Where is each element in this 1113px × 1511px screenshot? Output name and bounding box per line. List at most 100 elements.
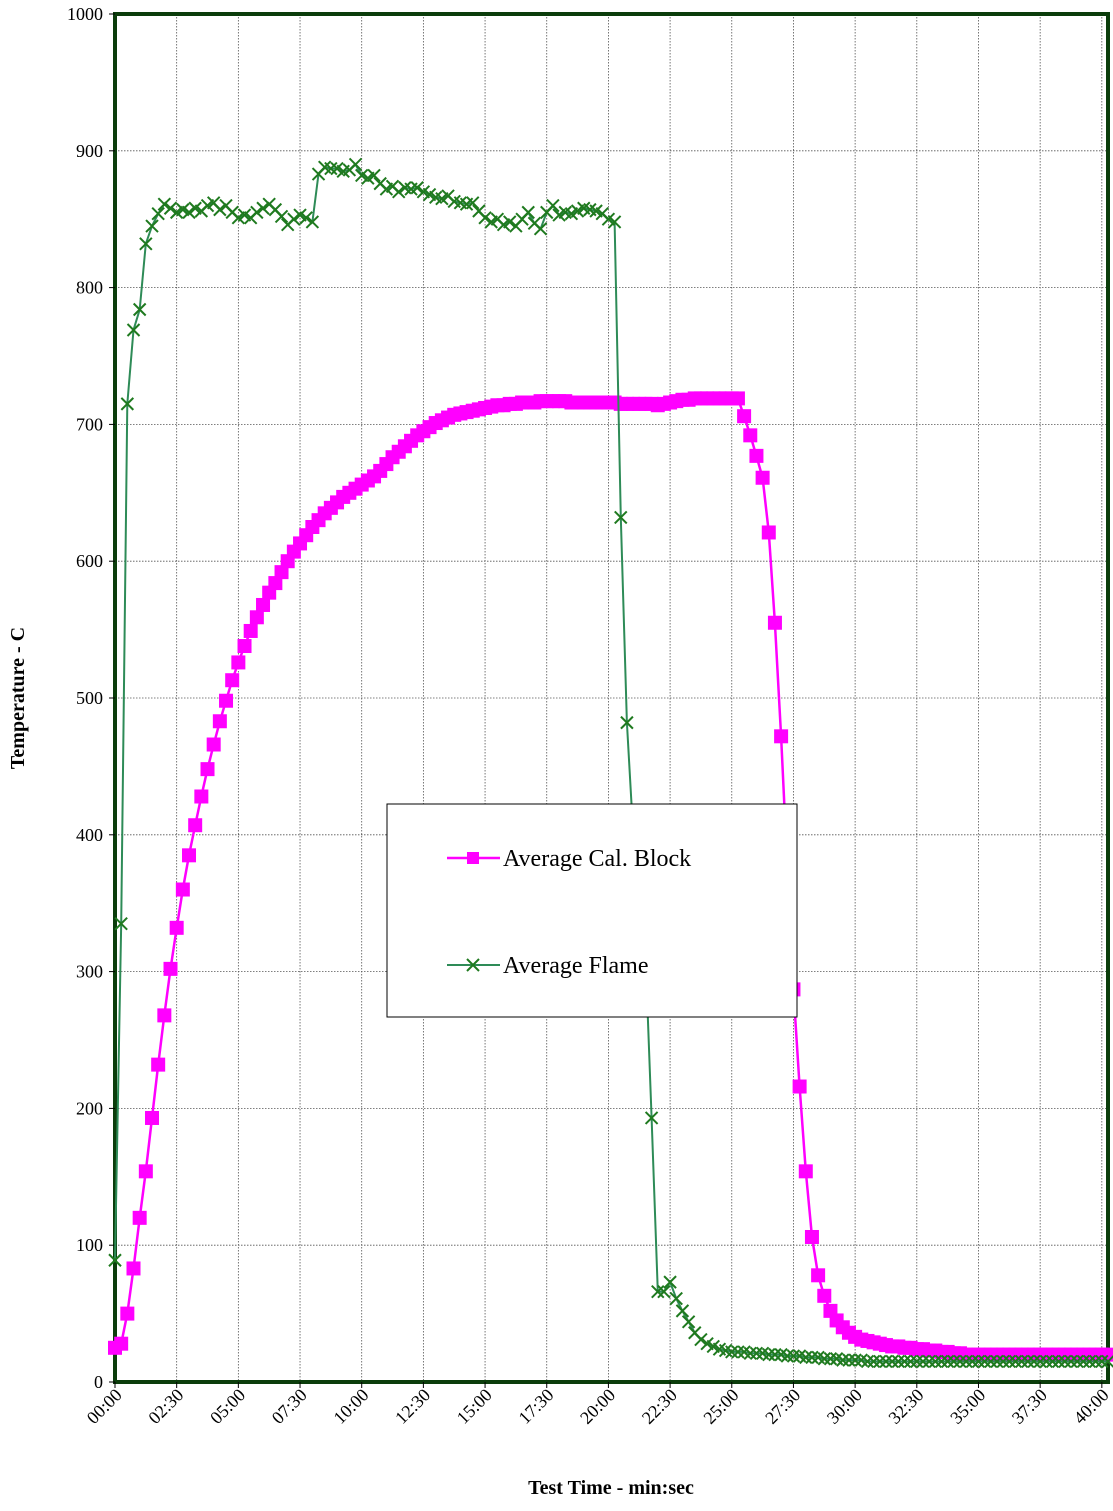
legend-marker-cal-block xyxy=(467,852,479,864)
data-point-square xyxy=(817,1288,832,1303)
data-point-x xyxy=(274,209,289,224)
y-tick-label: 200 xyxy=(76,1098,103,1118)
data-point-x xyxy=(607,215,622,229)
data-point-x xyxy=(799,1350,813,1365)
data-point-x xyxy=(139,237,153,251)
data-point-x xyxy=(681,1315,696,1329)
data-point-x xyxy=(478,211,492,225)
data-point-x xyxy=(126,323,141,337)
data-point-x xyxy=(521,205,535,220)
data-point-x xyxy=(947,1354,961,1369)
x-tick-label: 22:30 xyxy=(638,1385,681,1428)
x-tick-label: 05:00 xyxy=(206,1385,249,1428)
data-point-square xyxy=(792,1079,807,1094)
data-point-square xyxy=(256,597,271,612)
grid-lines xyxy=(115,14,1108,1382)
x-tick-label: 12:30 xyxy=(391,1385,434,1428)
data-point-x xyxy=(959,1354,973,1369)
data-point-x xyxy=(546,198,560,213)
x-tick-label: 25:00 xyxy=(699,1385,742,1428)
data-point-x xyxy=(1002,1354,1017,1369)
data-point-x xyxy=(910,1354,924,1369)
data-point-x xyxy=(1064,1354,1078,1369)
series-layer xyxy=(108,157,1113,1369)
data-point-x xyxy=(1027,1354,1041,1369)
data-point-square xyxy=(274,565,289,580)
data-point-x xyxy=(762,1347,776,1362)
data-point-x xyxy=(823,1352,838,1366)
x-tick-label: 40:00 xyxy=(1070,1385,1113,1428)
data-point-x xyxy=(1082,1354,1097,1369)
data-point-square xyxy=(138,1164,153,1179)
data-point-x xyxy=(1008,1354,1023,1369)
data-point-square xyxy=(811,1268,826,1283)
x-tick-label: 07:30 xyxy=(268,1385,311,1428)
legend-box xyxy=(386,803,798,1018)
data-point-x xyxy=(903,1354,918,1369)
data-point-x xyxy=(780,1349,794,1363)
data-point-x xyxy=(977,1354,992,1369)
data-point-x xyxy=(620,715,634,730)
data-point-x xyxy=(1021,1354,1035,1369)
data-point-x xyxy=(157,197,172,211)
data-point-x xyxy=(213,202,227,217)
y-axis-title: Temperature - C xyxy=(7,627,29,769)
data-point-x xyxy=(182,205,196,220)
y-tick-label: 100 xyxy=(76,1235,103,1255)
data-point-square xyxy=(268,576,283,591)
data-point-x xyxy=(1058,1354,1072,1369)
data-point-x xyxy=(108,1253,122,1267)
data-point-x xyxy=(940,1354,955,1369)
data-point-x xyxy=(897,1354,912,1369)
data-point-x xyxy=(731,1345,745,1359)
data-point-x xyxy=(786,1349,801,1363)
data-point-x xyxy=(1039,1354,1054,1369)
data-point-x xyxy=(305,215,320,229)
data-point-x xyxy=(922,1354,936,1369)
data-point-square xyxy=(212,714,227,729)
data-point-x xyxy=(614,510,628,525)
data-point-x xyxy=(842,1353,856,1367)
data-point-square xyxy=(163,961,178,976)
series-line xyxy=(114,162,1108,1363)
data-point-x xyxy=(1045,1354,1060,1369)
data-point-x xyxy=(694,1332,708,1347)
x-tick-label: 37:30 xyxy=(1008,1385,1051,1428)
data-point-x xyxy=(1014,1354,1029,1369)
data-point-x xyxy=(879,1354,893,1369)
data-point-x xyxy=(1088,1354,1103,1369)
data-point-square xyxy=(761,525,776,540)
data-point-x xyxy=(1051,1354,1066,1369)
data-point-x xyxy=(743,1346,757,1360)
x-axis-title: Test Time - min:sec xyxy=(528,1477,694,1499)
x-tick-label: 00:00 xyxy=(83,1385,126,1428)
data-point-square xyxy=(114,1336,129,1351)
data-point-x xyxy=(466,196,480,210)
data-point-x xyxy=(644,1111,659,1125)
data-point-x xyxy=(287,212,301,226)
data-point-square xyxy=(151,1057,166,1072)
x-tick-label: 30:00 xyxy=(823,1385,866,1428)
data-point-square xyxy=(132,1210,147,1225)
data-point-x xyxy=(663,1275,677,1289)
y-tick-label: 500 xyxy=(76,688,103,708)
y-tick-label: 600 xyxy=(76,551,103,571)
data-point-x xyxy=(984,1354,998,1369)
data-point-x xyxy=(965,1354,980,1369)
data-point-square xyxy=(231,655,246,670)
data-point-x xyxy=(503,215,517,229)
data-point-square xyxy=(206,737,221,752)
legend-label-cal-block: Average Cal. Block xyxy=(503,846,691,872)
data-point-x xyxy=(885,1354,899,1369)
data-point-square xyxy=(145,1110,160,1125)
data-point-x xyxy=(953,1354,967,1369)
data-point-x xyxy=(114,917,128,931)
data-point-x xyxy=(916,1354,930,1369)
data-point-x xyxy=(657,1285,671,1299)
data-point-x xyxy=(805,1350,819,1365)
y-tick-label: 400 xyxy=(76,825,103,845)
y-tick-label: 300 xyxy=(76,962,103,982)
x-axis-ticks: 00:00 02:30 05:00 07:30 10:00 12:30 15:00 17:30… xyxy=(83,1382,1113,1428)
y-tick-label: 800 xyxy=(76,278,103,298)
data-point-x xyxy=(817,1352,831,1366)
